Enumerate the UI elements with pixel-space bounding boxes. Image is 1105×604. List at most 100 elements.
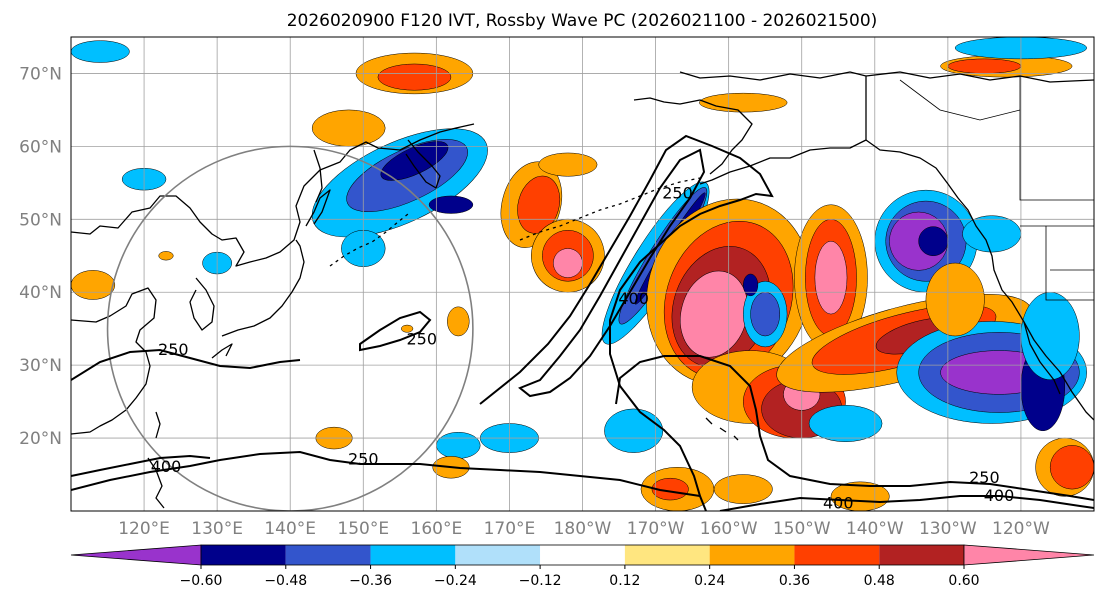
contour-label: 400 — [823, 493, 854, 512]
colorbar-tick-label: 0.12 — [609, 573, 640, 589]
colorbar-cell — [455, 545, 541, 565]
ivt-shade-blob — [436, 431, 481, 459]
colorbar-tick-label: −0.60 — [180, 573, 223, 589]
ivt-shading-layer — [71, 37, 1094, 511]
ivt-shade-blob — [158, 251, 174, 261]
lon-tick-label: 130°W — [919, 519, 977, 539]
coastline-canada-us — [865, 139, 1094, 421]
longitude-tick-labels: 120°E 130°E 140°E 150°E 160°E 170°E 180°W 170°W… — [118, 519, 1050, 539]
coastline-japan — [211, 189, 331, 359]
colorbar: −0.60 −0.48 −0.36 −0.24 −0.12 0.12 0.24 0.36 0.4… — [70, 544, 1095, 589]
lat-tick-label: 50°N — [19, 210, 62, 230]
contour-label: 250 — [406, 329, 437, 348]
colorbar-tick-label: 0.60 — [948, 573, 979, 589]
map-frame — [70, 36, 1095, 512]
contour-label: 250 — [662, 183, 693, 202]
coastlines — [71, 71, 1094, 509]
colorbar-cell — [709, 545, 795, 565]
ivt-shade-blob — [699, 92, 788, 113]
colorbar-tick-label: 0.36 — [779, 573, 810, 589]
ivt-shade-blob — [447, 306, 470, 337]
reference-circle — [106, 145, 474, 511]
colorbar-extend-low — [70, 544, 202, 566]
chart-title: 2026020900 F120 IVT, Rossby Wave PC (202… — [287, 11, 878, 31]
gridlines — [71, 37, 1094, 511]
lon-tick-label: 180°W — [554, 519, 612, 539]
ivt-shade-blob — [743, 273, 759, 297]
ivt-shade-blob — [604, 408, 664, 453]
colorbar-tick-label: −0.48 — [264, 573, 307, 589]
ivt-shade-blob — [311, 109, 386, 147]
ivt-shade-blob — [553, 248, 583, 278]
coastline-sakhalin — [313, 149, 323, 203]
coastline-baja — [1023, 321, 1061, 395]
lat-tick-label: 30°N — [19, 356, 62, 376]
lon-tick-label: 140°E — [264, 519, 316, 539]
contour-250-central — [359, 310, 432, 352]
ivt-shade-blob — [428, 195, 474, 214]
ivt-shade-blob — [962, 215, 1022, 253]
coastline-alaska — [633, 71, 867, 185]
contour-label: 250 — [158, 340, 189, 359]
colorbar-tick-label: −0.24 — [434, 573, 477, 589]
contour-label: 400 — [984, 486, 1015, 505]
colorbar-cell — [201, 545, 286, 565]
colorbar-cell — [285, 545, 371, 565]
lon-tick-label: 150°W — [773, 519, 831, 539]
ivt-shade-blob — [814, 240, 848, 315]
ivt-shade-blob — [651, 477, 689, 501]
ivt-shade-blob — [925, 262, 985, 337]
colorbar-cell — [624, 545, 710, 565]
contour-250-ar — [479, 134, 774, 511]
ivt-shade-blob — [750, 291, 781, 337]
lon-tick-label: 170°W — [627, 519, 685, 539]
contour-250-south — [71, 450, 701, 497]
lon-tick-label: 120°W — [992, 519, 1050, 539]
ivt-shade-blob — [377, 63, 452, 91]
ivt-shade-blob — [713, 474, 773, 504]
ivt-shade-blob — [71, 270, 116, 300]
coastline-canada-north — [865, 71, 1094, 83]
contour-400-south — [71, 454, 211, 477]
colorbar-tick-label: −0.36 — [349, 573, 392, 589]
ivt-contours — [71, 134, 1094, 511]
ivt-shade-blob — [808, 405, 883, 442]
coastline-korea — [189, 277, 215, 331]
contour-label: 250 — [348, 450, 379, 469]
colorbar-cells — [70, 544, 1095, 566]
ivt-shade-blob — [1049, 445, 1094, 490]
lon-tick-label: 170°E — [484, 519, 536, 539]
coastline-kamchatka — [405, 139, 441, 189]
lat-tick-label: 40°N — [19, 283, 62, 303]
contour-250-west — [71, 348, 301, 381]
lat-tick-label: 70°N — [19, 64, 62, 84]
ivt-shade-blob — [380, 141, 449, 181]
colorbar-cell — [370, 545, 456, 565]
latitude-tick-labels: 70°N 60°N 50°N 40°N 30°N 20°N — [19, 64, 62, 449]
colorbar-tick-label: 0.48 — [864, 573, 895, 589]
colorbar-cell — [540, 545, 625, 565]
coastline-asia — [71, 123, 475, 267]
coastline-taiwan-philippines — [147, 411, 165, 509]
contour-250-mid — [615, 355, 1094, 501]
contour-400-east — [719, 495, 1094, 511]
ivt-shade-blob — [71, 40, 130, 63]
colorbar-tick-labels: −0.60 −0.48 −0.36 −0.24 −0.12 0.12 0.24 0.36 0.4… — [180, 565, 980, 589]
lat-tick-label: 20°N — [19, 429, 62, 449]
lon-tick-label: 160°W — [700, 519, 758, 539]
lon-tick-label: 150°E — [337, 519, 389, 539]
colorbar-tick-label: −0.12 — [519, 573, 562, 589]
lon-tick-label: 160°E — [411, 519, 463, 539]
colorbar-tick-label: 0.24 — [694, 573, 725, 589]
colorbar-extend-high — [963, 544, 1095, 566]
ivt-shade-blob — [401, 324, 414, 333]
colorbar-cell — [879, 545, 964, 565]
colorbar-cell — [794, 545, 880, 565]
ivt-shade-blob — [538, 152, 598, 177]
contour-label: 400 — [151, 457, 182, 476]
contour-400-ar — [518, 148, 706, 398]
ivt-shade-blob — [918, 226, 949, 257]
